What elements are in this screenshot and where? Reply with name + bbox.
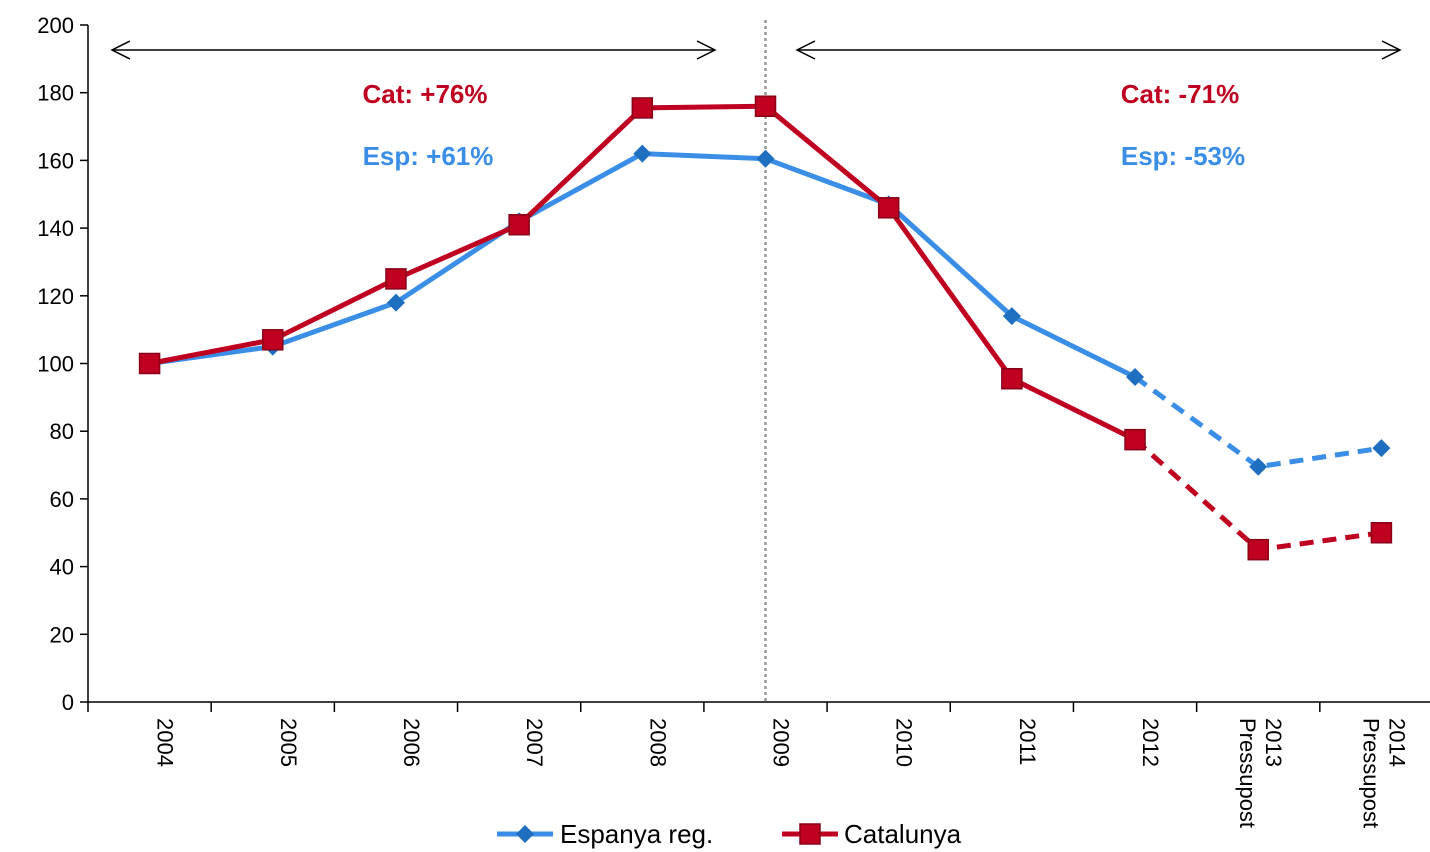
arrow-head-left [795,40,816,60]
arrow-head-right [1381,40,1402,60]
x-tick-label-line: Pressupost [1235,718,1260,828]
data-point-marker [262,329,284,351]
x-tick-label: 2009 [769,718,794,767]
x-tick-label-line: 2004 [153,718,178,767]
data-point-marker [756,149,775,168]
x-tick-label-line: 2010 [892,718,917,767]
annotation-esp-first-period: Esp: +61% [363,141,494,171]
data-point-marker [386,293,405,312]
x-tick-label-line: 2009 [769,718,794,767]
x-tick-label-line: 2006 [399,718,424,767]
x-tick-label-line: Pressupost [1358,718,1383,828]
x-tick-label-line: 2011 [1015,718,1040,765]
x-tick-label: 2006 [399,718,424,767]
legend-label-espanya: Espanya reg. [560,819,713,849]
x-tick-label-line: 2005 [276,718,301,767]
data-point-marker [877,197,900,219]
annotations: Cat: +76% Esp: +61% Cat: -71% Esp: -53% [363,79,1246,171]
data-point-marker [1249,457,1268,476]
data-point-marker [1370,522,1393,544]
annotation-esp-second-period: Esp: -53% [1121,141,1245,171]
x-tick-label: 2012 [1138,718,1163,767]
data-point-marker [1124,428,1146,451]
x-tick-label-line: 2012 [1138,718,1163,767]
y-tick-label: 200 [37,13,74,38]
y-tick-label: 40 [50,555,74,580]
data-point-marker [631,97,654,119]
y-tick-label: 60 [50,487,74,512]
y-tick-label: 0 [62,690,74,715]
x-tick-label: 2005 [276,718,301,767]
x-tick-label-line: 2007 [522,718,547,767]
x-tick-label: 2011 [1015,718,1040,765]
x-tick-label: 2008 [645,718,670,767]
y-tick-label: 20 [50,622,74,647]
annotation-cat-first-period: Cat: +76% [363,79,488,109]
legend-item-catalunya: Catalunya [782,819,962,849]
x-tick-label: 2010 [892,718,917,767]
data-point-marker [754,95,777,117]
legend-item-espanya: Espanya reg. [497,819,713,849]
legend: Espanya reg. Catalunya [497,819,962,849]
data-point-marker [1001,367,1023,390]
x-tick-label: Pressupost 2014 [1358,718,1409,828]
x-tick-label-line: 2013 [1261,718,1286,767]
data-point-marker [1247,538,1269,561]
period-arrows [110,40,1402,60]
y-tick-label: 100 [37,352,74,377]
y-tick-label: 160 [37,148,74,173]
x-tick-label-line: 2008 [645,718,670,767]
arrow-second-period [795,40,1402,60]
series-line-dashed [1133,375,1382,470]
y-tick-label: 140 [37,216,74,241]
data-point-marker [1372,439,1391,458]
series-group [138,95,1393,561]
data-point-marker [508,213,530,236]
x-tick-label-line: 2014 [1384,718,1409,767]
y-tick-label: 120 [37,284,74,309]
y-tick-label: 80 [50,419,74,444]
axes: 0 20 40 60 80 100 120 140 160 180 200 2004 2005 2006 2… [37,13,1430,828]
data-point-marker [633,144,652,163]
y-tick-label: 180 [37,81,74,106]
arrow-first-period [110,40,717,60]
x-tick-label: 2007 [522,718,547,767]
data-point-marker [1002,307,1021,326]
data-point-marker [1126,368,1145,387]
data-point-marker [138,352,161,375]
arrow-head-left [110,40,131,60]
arrow-head-right [696,40,717,60]
series-catalunya [138,95,1393,561]
data-point-marker [385,268,407,290]
legend-label-catalunya: Catalunya [844,819,962,849]
x-tick-label: Pressupost 2013 [1235,718,1286,828]
x-tick-label: 2004 [153,718,178,767]
annotation-cat-second-period: Cat: -71% [1121,79,1239,109]
